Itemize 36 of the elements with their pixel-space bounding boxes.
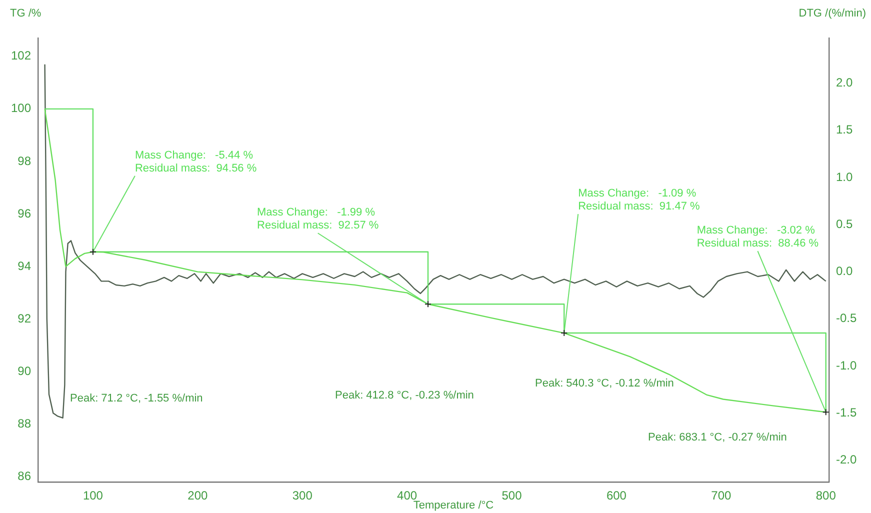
- x-tick-label: 700: [711, 488, 732, 503]
- annotation: Peak: 540.3 °C, -0.12 %/min: [535, 378, 674, 390]
- x-tick-label: 500: [502, 488, 522, 503]
- y-tick-label: 96: [18, 206, 32, 220]
- annotation: Mass Change: -3.02 % Residual mass: 88.46 %: [696, 224, 819, 250]
- x-tick-label: 200: [188, 488, 208, 503]
- y-tick-label: 86: [18, 469, 32, 484]
- x-tick-label: 800: [816, 488, 836, 503]
- x-tick-label: 300: [292, 488, 313, 503]
- y2-tick-label: -0.5: [836, 311, 858, 326]
- x-tick-label: 600: [606, 488, 627, 503]
- y-tick-label: 100: [10, 101, 32, 116]
- annotation: Peak: 683.1 °C, -0.27 %/min: [648, 432, 787, 444]
- y2-tick-label: 1.5: [836, 122, 854, 137]
- y-tick-label: 92: [18, 311, 32, 326]
- y2-tick-label: 2.0: [836, 76, 854, 90]
- y-axis-title: TG /%: [10, 8, 42, 20]
- y2-tick-label: -1.5: [836, 405, 858, 420]
- y-tick-label: 94: [18, 258, 32, 273]
- y-tick-label: 90: [18, 364, 32, 378]
- y-tick-label: 102: [10, 48, 32, 63]
- y2-tick-label: 0.5: [836, 216, 854, 231]
- y-tick-label: 88: [18, 416, 32, 431]
- annotation: Peak: 71.2 °C, -1.55 %/min: [70, 392, 203, 405]
- x-axis-title: Temperature /°C: [413, 500, 494, 512]
- y2-tick-label: 0.0: [836, 264, 854, 278]
- y2-tick-label: -1.0: [836, 358, 858, 372]
- annotation: Mass Change: -1.09 % Residual mass: 91.47 %: [578, 188, 700, 213]
- annotation: Mass Change: -5.44 % Residual mass: 94.56 %: [134, 149, 257, 174]
- x-tick-label: 100: [82, 488, 104, 503]
- annotation: Mass Change: -1.99 % Residual mass: 92.57 %: [257, 206, 379, 232]
- y2-tick-label: -2.0: [836, 452, 858, 467]
- y2-tick-label: 1.0: [836, 170, 854, 184]
- y2-axis-title: DTG /(%/min): [798, 8, 866, 20]
- y-tick-label: 98: [18, 154, 32, 168]
- annotation: Peak: 412.8 °C, -0.23 %/min: [335, 390, 474, 402]
